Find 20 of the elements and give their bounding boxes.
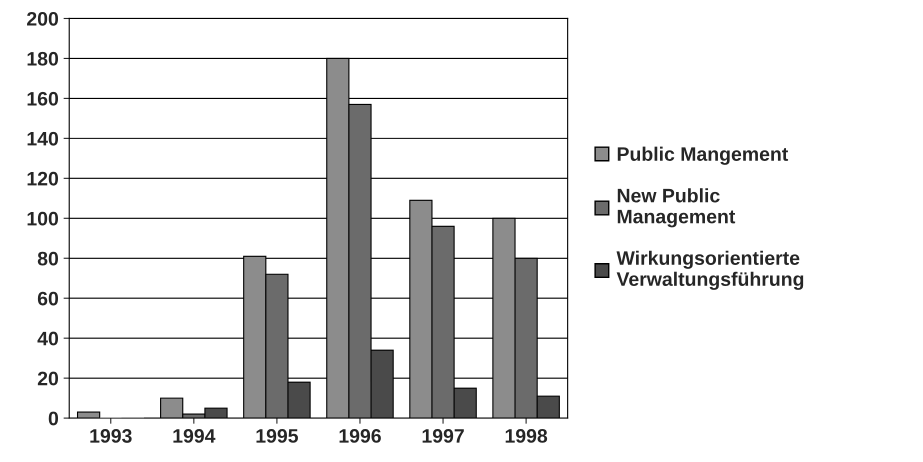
y-tick-label: 60 — [38, 292, 58, 306]
legend-label: New Public Management — [618, 188, 736, 228]
x-tick-label: 1993 — [90, 429, 132, 443]
y-tick-label: 180 — [28, 52, 58, 66]
y-tick-label: 120 — [28, 172, 58, 186]
x-tick-label: 1998 — [506, 429, 548, 443]
y-tick-label: 200 — [27, 12, 58, 26]
y-tick-label: 20 — [38, 372, 58, 386]
x-tick-label: 1994 — [173, 429, 216, 443]
y-tick-label: 80 — [38, 252, 58, 266]
y-tick-label: 160 — [28, 92, 58, 106]
x-tick-label: 1996 — [340, 429, 381, 443]
x-tick-label: 1997 — [422, 429, 464, 443]
y-tick-label: 40 — [37, 332, 58, 346]
legend-label: Public Mangement — [618, 146, 788, 165]
y-tick-label: 100 — [28, 212, 58, 226]
y-tick-label: 0 — [48, 412, 58, 426]
x-tick-label: 1995 — [256, 429, 298, 443]
y-tick-label: 140 — [28, 132, 58, 146]
legend-label: Wirkungsorientierte Verwaltungsführung — [616, 250, 804, 290]
